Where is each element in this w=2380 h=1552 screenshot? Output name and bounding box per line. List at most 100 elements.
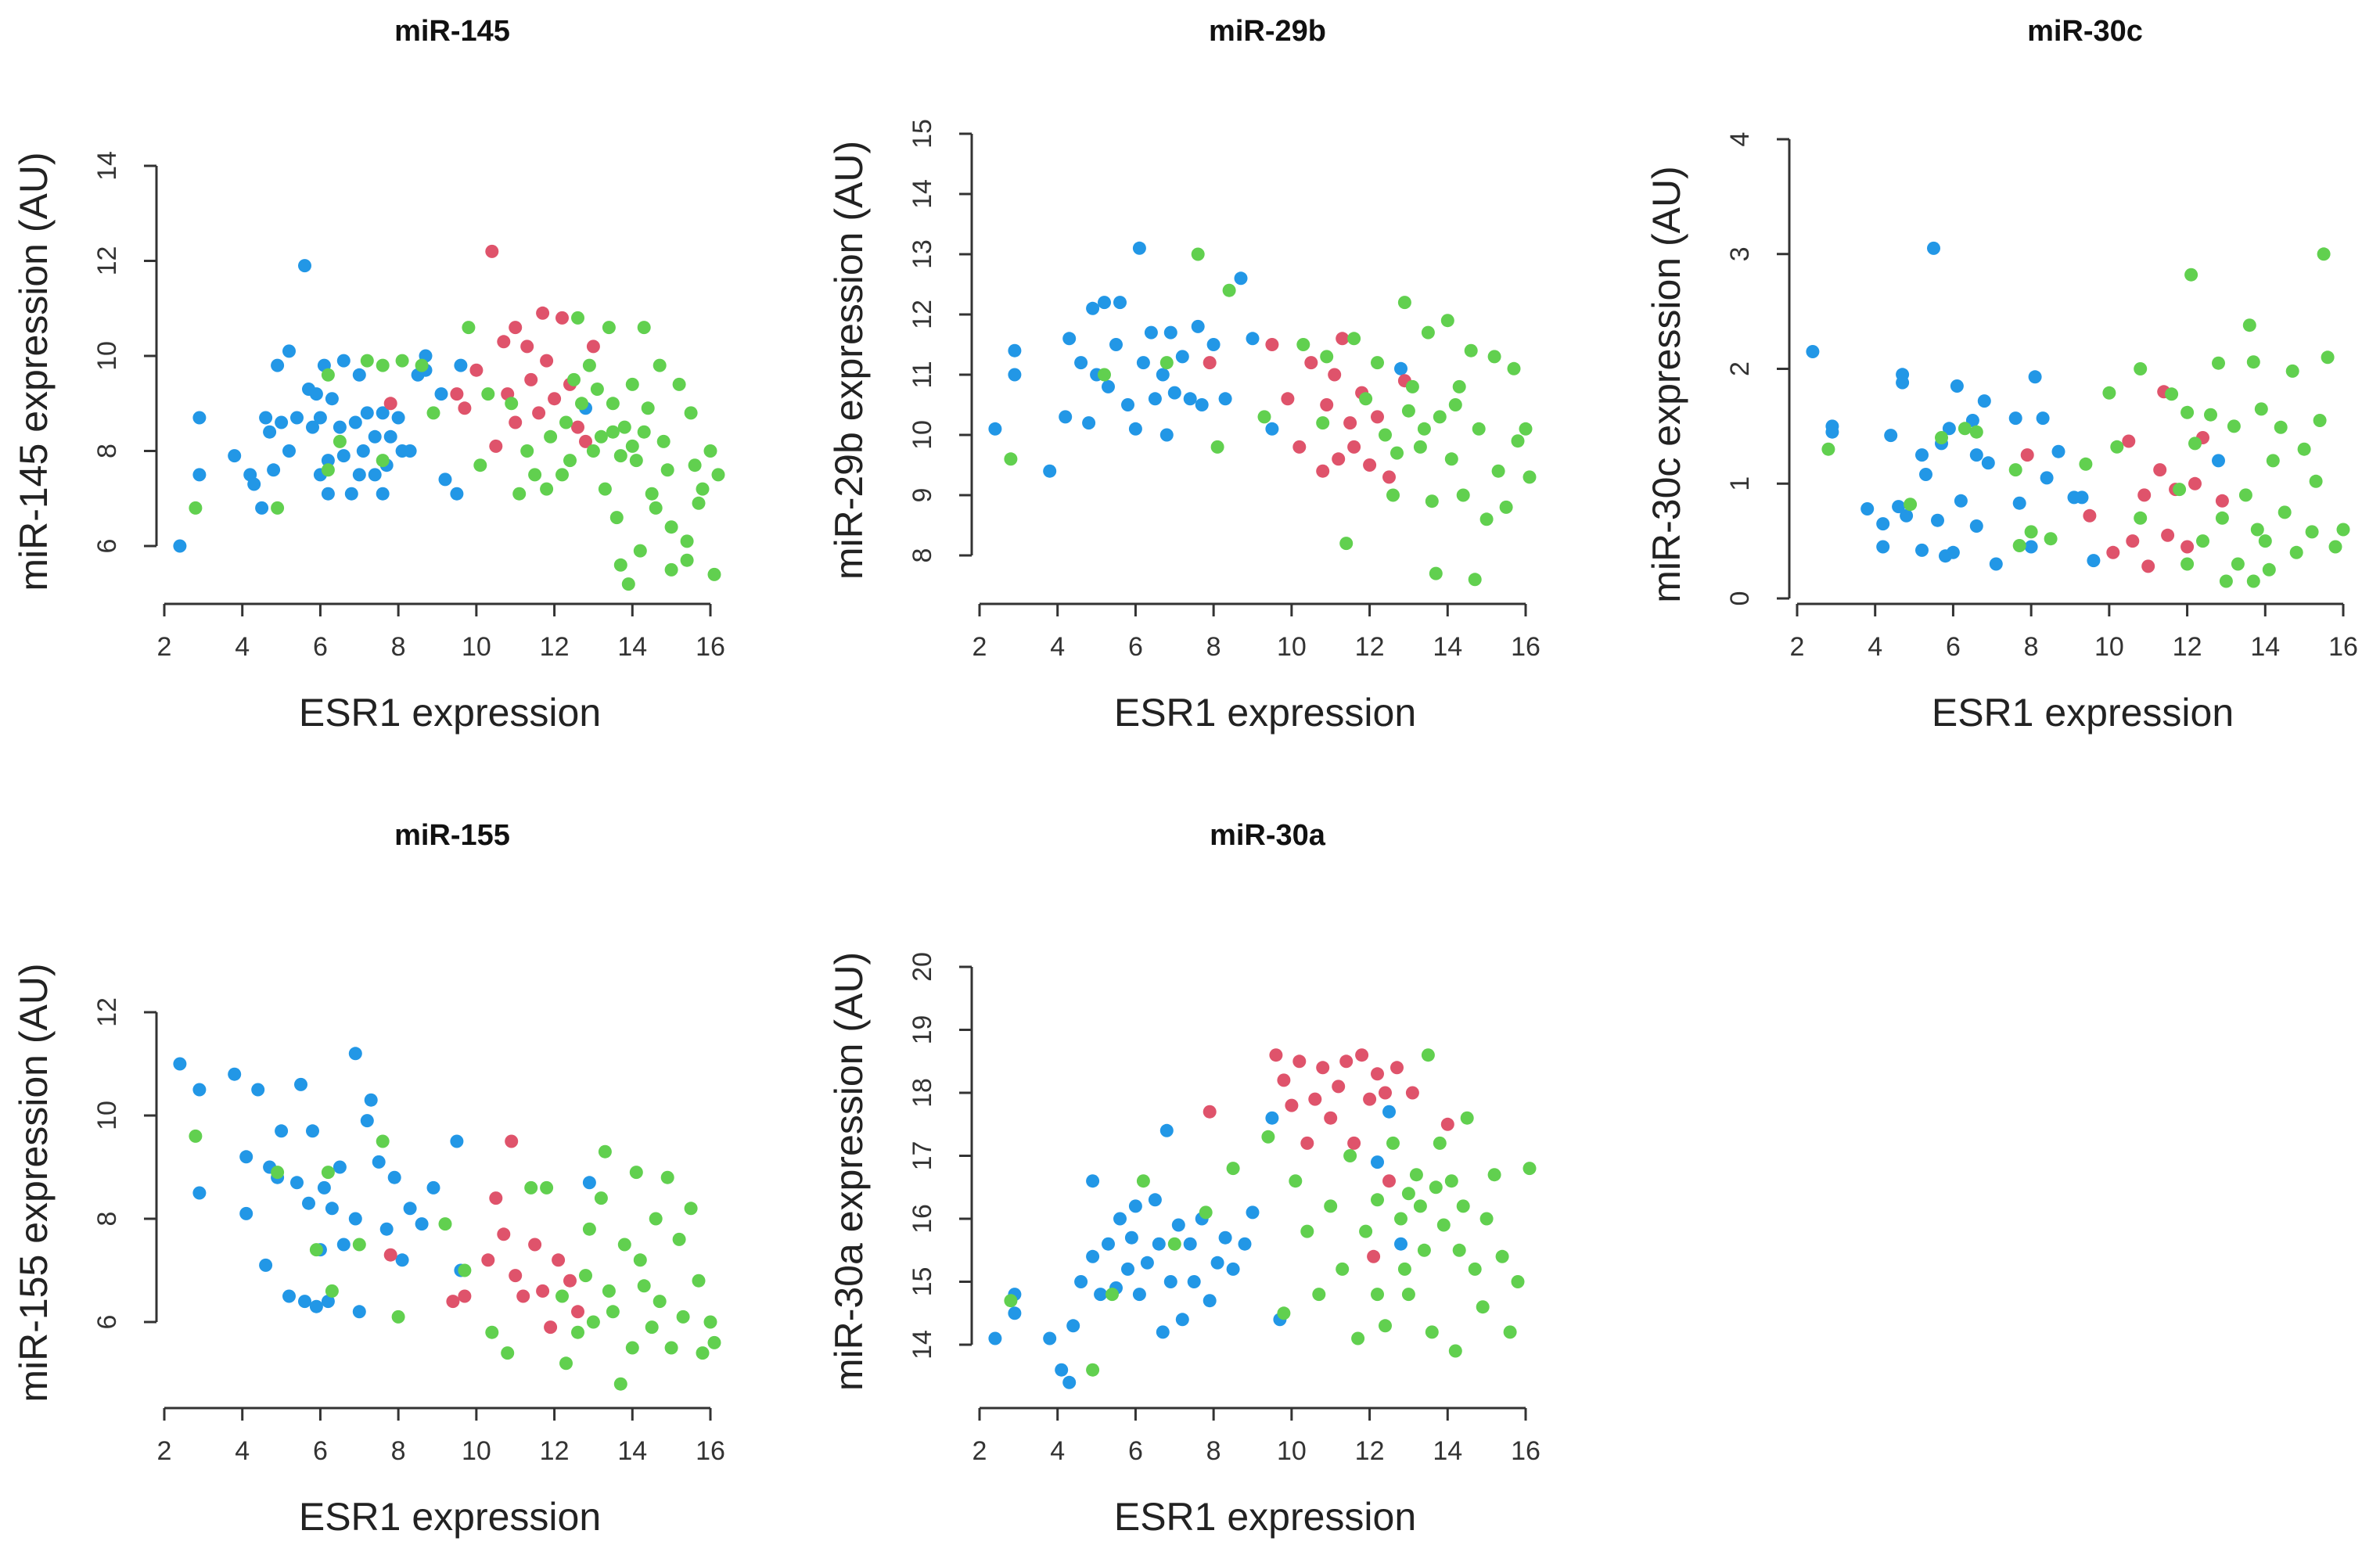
data-point-blue (333, 1160, 347, 1174)
x-tick-label: 8 (1206, 632, 1221, 662)
data-point-blue (1163, 1275, 1177, 1288)
data-point-green (2212, 356, 2225, 370)
data-point-red (1336, 332, 1350, 346)
scatter-panel-miR-155: miR-155 2 4 6 8 10 12 14 16 ESR1 expression 6 8 10 12… (12, 819, 725, 1539)
data-point-green (2227, 419, 2241, 433)
data-point-green (586, 444, 600, 458)
data-point-green (321, 1166, 335, 1180)
series-blue (988, 241, 1408, 478)
series-green (189, 1129, 721, 1391)
data-point-green (1433, 1136, 1447, 1150)
data-point-green (1468, 573, 1482, 587)
data-point-red (1292, 440, 1307, 454)
x-tick-label: 16 (696, 1436, 725, 1466)
data-point-green (1405, 379, 1419, 393)
data-point-blue (1989, 557, 2003, 571)
data-point-blue (1102, 1237, 1115, 1251)
data-point-red (552, 1253, 566, 1267)
data-point-green (1257, 410, 1271, 424)
y-tick-label: 10 (92, 341, 122, 371)
data-point-red (497, 1227, 511, 1241)
data-point-green (321, 368, 335, 382)
data-point-green (540, 1180, 554, 1195)
data-point-green (571, 1325, 584, 1339)
data-point-blue (1860, 502, 1875, 516)
data-point-blue (1098, 296, 1111, 310)
x-tick-label: 4 (235, 1436, 250, 1466)
data-point-blue (1074, 356, 1088, 370)
data-point-green (1464, 343, 1478, 357)
y-axis-label: miR-155 expression (AU) (12, 963, 56, 1402)
data-point-green (613, 1377, 627, 1391)
data-point-red (1316, 1061, 1330, 1075)
data-point-blue (1113, 296, 1127, 310)
data-point-green (1460, 1111, 1474, 1125)
data-point-green (703, 444, 717, 458)
data-point-red (1332, 452, 1346, 466)
data-point-green (684, 406, 698, 420)
data-point-green (2242, 318, 2256, 332)
data-point-blue (988, 1331, 1002, 1345)
data-point-blue (228, 1067, 242, 1081)
data-point-blue (1394, 1237, 1408, 1251)
x-tick-label: 4 (1868, 632, 1882, 662)
data-point-green (2313, 414, 2327, 427)
data-point-red (540, 354, 554, 368)
data-point-green (656, 434, 670, 448)
data-point-green (582, 1222, 596, 1236)
data-point-green (707, 1335, 721, 1349)
data-point-blue (1977, 394, 1991, 408)
data-point-red (516, 1289, 530, 1303)
data-point-green (2188, 436, 2202, 451)
data-point-green (2180, 557, 2195, 571)
x-tick-label: 4 (1050, 1436, 1065, 1466)
data-point-green (2274, 420, 2288, 434)
data-point-green (2305, 525, 2319, 539)
data-point-blue (1124, 1230, 1138, 1245)
data-point-blue (2051, 444, 2065, 458)
data-point-blue (1954, 494, 1968, 508)
data-point-red (1405, 1086, 1419, 1100)
data-point-red (2020, 448, 2034, 462)
data-point-green (2289, 545, 2303, 559)
data-point-green (2297, 442, 2311, 456)
data-point-green (2317, 247, 2331, 261)
x-tick-label: 16 (696, 632, 725, 662)
data-point-red (2161, 528, 2175, 542)
data-point-blue (1144, 325, 1158, 340)
data-point-blue (1102, 379, 1115, 393)
data-point-green (462, 321, 476, 335)
x-tick-label: 16 (2328, 632, 2358, 662)
data-point-green (2180, 405, 2195, 419)
y-tick-label: 0 (1725, 591, 1755, 606)
data-point-green (1261, 1130, 1275, 1144)
data-point-blue (1159, 1123, 1174, 1137)
data-point-red (2180, 540, 2195, 554)
data-point-blue (1175, 1313, 1189, 1327)
data-point-blue (2024, 540, 2038, 554)
data-point-green (649, 501, 663, 515)
scatter-panel-miR-145: miR-145 2 4 6 8 10 12 14 16 ESR1 expression 6 8 10 12… (12, 15, 725, 735)
data-point-red (2215, 494, 2229, 508)
data-point-red (579, 434, 592, 448)
data-point-green (594, 429, 608, 444)
data-point-blue (360, 406, 374, 420)
data-point-blue (1132, 241, 1146, 255)
data-point-red (1371, 410, 1384, 424)
data-point-green (1417, 1243, 1431, 1257)
data-point-red (1277, 1073, 1291, 1087)
data-point-green (2044, 532, 2058, 546)
data-point-red (450, 387, 464, 401)
data-point-red (2141, 559, 2155, 573)
x-tick-label: 2 (972, 1436, 987, 1466)
data-point-green (360, 354, 374, 368)
data-point-green (1436, 1218, 1451, 1232)
series-red (383, 244, 600, 453)
data-point-blue (1226, 1262, 1240, 1276)
data-point-red (2137, 488, 2152, 502)
data-point-blue (1183, 392, 1197, 406)
x-tick-label: 10 (1277, 632, 1307, 662)
data-point-red (571, 420, 584, 434)
data-point-red (1371, 1067, 1384, 1081)
data-point-green (586, 1315, 600, 1329)
